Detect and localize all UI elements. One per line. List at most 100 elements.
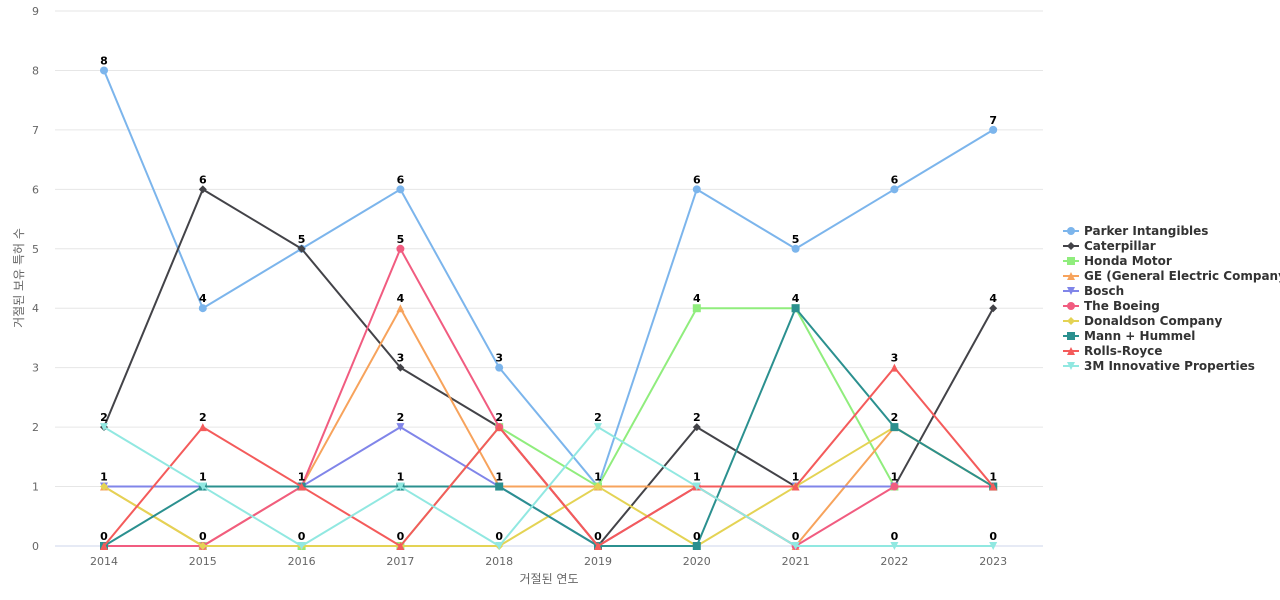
- legend-marker: [1067, 227, 1075, 235]
- data-label: 5: [397, 233, 405, 246]
- legend-marker: [1067, 242, 1075, 250]
- data-point: [396, 304, 405, 313]
- x-tick-label: 2017: [386, 555, 414, 568]
- series-the-boeing: [100, 244, 998, 550]
- data-label: 1: [199, 471, 207, 484]
- x-axis-ticks: 2014 2015 2016 2017 2018 2019 2020 2021 2022 2023: [90, 555, 1007, 568]
- data-label: 1: [989, 471, 997, 484]
- data-label: 2: [693, 411, 701, 424]
- x-axis-title: 거절된 연도: [519, 572, 578, 586]
- x-tick-label: 2022: [880, 555, 908, 568]
- data-point: [791, 244, 800, 253]
- data-label: 3: [891, 352, 899, 365]
- legend-label: GE (General Electric Company): [1084, 269, 1280, 283]
- legend-marker: [1067, 332, 1075, 340]
- series-parker-intangibles: [100, 66, 998, 491]
- legend-label: Rolls-Royce: [1084, 344, 1162, 358]
- data-point: [198, 542, 207, 550]
- data-label: 6: [891, 173, 899, 186]
- data-label: 4: [397, 292, 405, 305]
- legend-marker: [1067, 317, 1075, 325]
- data-point: [100, 542, 108, 550]
- series-line: [103, 426, 995, 547]
- series-line: [103, 307, 995, 547]
- legend-label: 3M Innovative Properties: [1084, 359, 1255, 373]
- data-label: 2: [199, 411, 207, 424]
- data-point: [989, 542, 998, 550]
- legend-item[interactable]: Bosch: [1063, 284, 1124, 298]
- legend-item[interactable]: Donaldson Company: [1063, 314, 1222, 328]
- data-point: [396, 185, 405, 194]
- data-point: [989, 304, 998, 313]
- data-label: 1: [594, 471, 602, 484]
- y-tick-label: 9: [32, 5, 39, 18]
- data-point: [100, 66, 108, 75]
- x-tick-label: 2021: [782, 555, 810, 568]
- data-label: 0: [891, 530, 899, 543]
- data-label: 6: [693, 173, 701, 186]
- data-label: 2: [100, 411, 108, 424]
- legend-marker: [1067, 287, 1075, 295]
- data-point: [198, 423, 207, 432]
- data-label: 0: [298, 530, 306, 543]
- data-point: [198, 185, 207, 194]
- legend-item[interactable]: Caterpillar: [1063, 239, 1156, 253]
- legend-item[interactable]: Honda Motor: [1063, 254, 1172, 268]
- data-point: [100, 482, 108, 491]
- data-point: [890, 542, 899, 550]
- data-label: 4: [199, 292, 207, 305]
- x-tick-label: 2020: [683, 555, 711, 568]
- data-point: [791, 304, 800, 313]
- legend-label: Honda Motor: [1084, 254, 1172, 268]
- y-axis-title: 거절된 보유 특허 수: [12, 228, 26, 328]
- data-point: [989, 125, 998, 134]
- data-label: 4: [989, 292, 997, 305]
- data-point: [692, 185, 701, 194]
- y-tick-label: 6: [32, 183, 39, 196]
- data-point: [791, 482, 800, 491]
- series-lines: [100, 66, 998, 550]
- data-label: 0: [100, 530, 108, 543]
- data-label: 5: [298, 233, 306, 246]
- data-label: 2: [397, 411, 405, 424]
- data-labels: 8210642105106543210321021064210541063210…: [100, 54, 997, 543]
- data-point: [594, 482, 602, 491]
- legend-item[interactable]: Mann + Hummel: [1063, 329, 1195, 343]
- series-line: [103, 247, 995, 547]
- data-label: 0: [397, 530, 405, 543]
- x-tick-label: 2014: [90, 555, 118, 568]
- data-point: [890, 185, 899, 194]
- data-label: 0: [693, 530, 701, 543]
- data-point: [396, 423, 405, 432]
- data-point: [495, 363, 504, 372]
- data-point: [890, 423, 899, 432]
- data-point: [989, 482, 998, 491]
- data-label: 7: [989, 114, 997, 127]
- data-point: [594, 542, 602, 550]
- x-tick-label: 2019: [584, 555, 612, 568]
- data-label: 0: [594, 530, 602, 543]
- legend-marker: [1067, 302, 1075, 310]
- data-point: [297, 244, 306, 253]
- data-point: [692, 423, 701, 432]
- data-point: [297, 542, 306, 550]
- legend-item[interactable]: The Boeing: [1063, 299, 1160, 313]
- data-label: 2: [495, 411, 503, 424]
- series-3m-innovative-properties: [100, 423, 998, 550]
- data-label: 0: [495, 530, 503, 543]
- legend-item[interactable]: Parker Intangibles: [1063, 224, 1208, 238]
- data-label: 1: [495, 471, 503, 484]
- y-tick-label: 8: [32, 64, 39, 77]
- data-label: 1: [397, 471, 405, 484]
- y-tick-label: 2: [32, 421, 39, 434]
- data-label: 2: [891, 411, 899, 424]
- data-label: 0: [199, 530, 207, 543]
- legend-item[interactable]: 3M Innovative Properties: [1063, 359, 1255, 373]
- legend-item[interactable]: GE (General Electric Company): [1063, 269, 1280, 283]
- legend-item[interactable]: Rolls-Royce: [1063, 344, 1162, 358]
- data-point: [396, 482, 405, 491]
- data-label: 1: [693, 471, 701, 484]
- data-label: 3: [397, 352, 405, 365]
- grid-lines: [55, 10, 1043, 547]
